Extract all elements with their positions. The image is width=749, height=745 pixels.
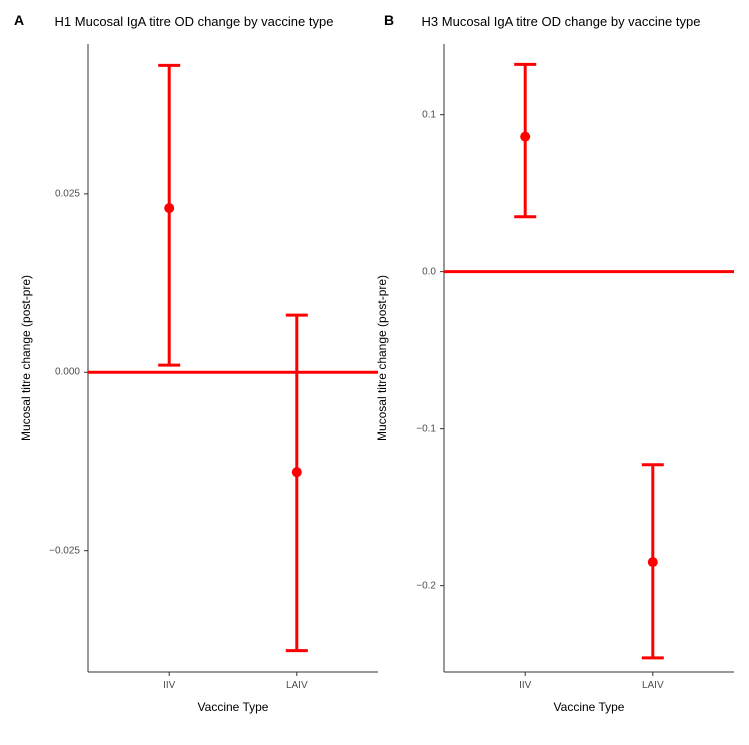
y-tick-label: 0.0 [404, 266, 436, 277]
panel-b-title: H3 Mucosal IgA titre OD change by vaccin… [384, 14, 738, 29]
panel-a-plot [88, 44, 378, 672]
panel-a-svg [88, 44, 378, 672]
y-tick-label: −0.025 [48, 545, 80, 556]
panel-b-xaxis-title: Vaccine Type [444, 700, 734, 714]
panel-b-plot [444, 44, 734, 672]
y-tick-label: 0.1 [404, 109, 436, 120]
x-tick-label: LAIV [286, 680, 308, 691]
y-tick-label: 0.000 [48, 367, 80, 378]
y-tick-label: −0.1 [404, 423, 436, 434]
x-tick-label: LAIV [642, 680, 664, 691]
panel-a: A H1 Mucosal IgA titre OD change by vacc… [14, 12, 374, 717]
y-tick-label: −0.2 [404, 580, 436, 591]
x-tick-label: IIV [163, 680, 175, 691]
panel-a-title: H1 Mucosal IgA titre OD change by vaccin… [14, 14, 374, 29]
panel-a-xaxis-title: Vaccine Type [88, 700, 378, 714]
panel-a-yaxis-title: Mucosal titre change (post-pre) [19, 275, 33, 441]
panel-b-svg [444, 44, 734, 672]
y-tick-label: 0.025 [48, 188, 80, 199]
panel-b-yaxis-title: Mucosal titre change (post-pre) [375, 275, 389, 441]
x-tick-label: IIV [519, 680, 531, 691]
panel-b: B H3 Mucosal IgA titre OD change by vacc… [384, 12, 738, 717]
figure: A H1 Mucosal IgA titre OD change by vacc… [0, 0, 749, 745]
